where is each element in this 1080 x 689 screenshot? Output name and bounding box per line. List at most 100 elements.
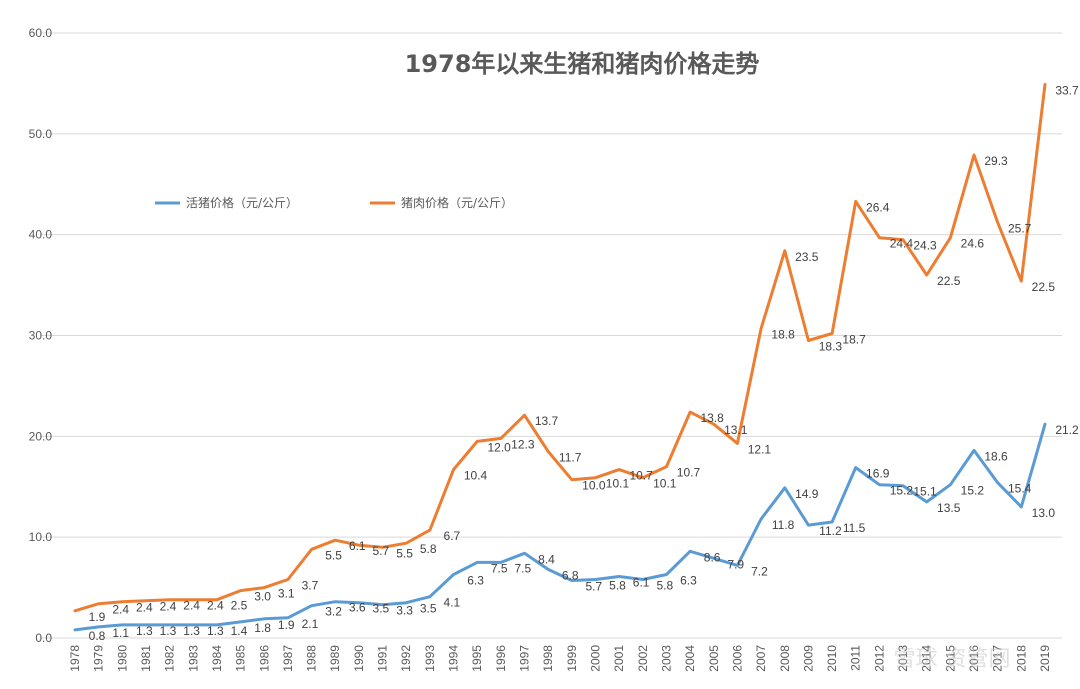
x-tick-label: 2009	[801, 645, 815, 672]
x-tick-label: 2000	[588, 645, 602, 672]
x-tick-label: 1995	[470, 645, 484, 672]
data-label-pork: 6.7	[444, 529, 461, 543]
data-label-pork: 6.1	[349, 539, 366, 553]
data-label-live-pig: 1.3	[136, 624, 153, 638]
data-label-pork: 12.0	[488, 440, 512, 454]
series-line-pork	[73, 82, 1047, 613]
y-axis-ticks: 0.0 10.0 20.0 30.0 40.0 50.0 60.0	[29, 26, 53, 645]
x-tick-label: 1993	[423, 645, 437, 672]
data-label-pork: 10.1	[606, 477, 630, 491]
x-tick-label: 1997	[518, 645, 532, 672]
chart-title: 1978年以来生猪和猪肉价格走势	[405, 50, 760, 78]
x-tick-label: 2002	[636, 645, 650, 672]
data-label-pork: 5.5	[396, 546, 413, 560]
data-label-live-pig: 5.8	[609, 579, 626, 593]
data-label-pork: 3.0	[254, 590, 271, 604]
data-label-pork: 3.1	[278, 587, 295, 601]
x-tick-label: 1984	[210, 645, 224, 672]
x-tick-label: 1979	[92, 645, 106, 672]
series-lines	[73, 82, 1047, 632]
data-label-live-pig: 6.3	[680, 573, 697, 587]
data-label-pork: 24.4	[890, 237, 914, 251]
data-label-live-pig: 1.3	[160, 624, 177, 638]
data-labels: 0.8 1.1 1.3 1.3 1.3 1.3 1.4 1.8 1.9 2.1 3.2 3.6 3.5 3…	[89, 83, 1079, 643]
watermark: 雪球 资管网	[894, 647, 1011, 672]
data-label-live-pig: 7.9	[727, 557, 744, 571]
y-tick-label: 0.0	[35, 631, 52, 645]
data-label-pork: 1.9	[89, 610, 106, 624]
data-label-pork: 22.5	[1032, 280, 1056, 294]
x-tick-label: 1987	[281, 645, 295, 672]
x-tick-label: 1982	[163, 645, 177, 672]
x-tick-label: 2012	[872, 645, 886, 672]
data-label-live-pig: 1.3	[183, 624, 200, 638]
x-tick-label: 2014	[920, 645, 934, 672]
data-label-live-pig: 4.1	[444, 596, 461, 610]
data-label-live-pig: 15.4	[1008, 482, 1032, 496]
data-label-live-pig: 3.2	[325, 605, 342, 619]
x-tick-label: 1985	[234, 645, 248, 672]
x-tick-label: 1980	[115, 645, 129, 672]
legend: 活猪价格（元/公斤） 猪肉价格（元/公斤）	[155, 195, 513, 210]
data-label-pork: 2.4	[183, 599, 200, 613]
data-label-pork: 13.7	[535, 414, 559, 428]
x-tick-label: 2008	[778, 645, 792, 672]
data-label-pork: 2.4	[136, 601, 153, 615]
data-label-pork: 10.7	[629, 469, 653, 483]
data-label-live-pig: 1.9	[278, 618, 295, 632]
data-label-live-pig: 3.6	[349, 601, 366, 615]
x-axis-ticks: 1978 1979 1980 1981 1982 1983 1984 1985 1986 1987…	[68, 645, 1052, 672]
x-tick-label: 2004	[683, 645, 697, 672]
data-label-live-pig: 13.5	[937, 501, 961, 515]
x-tick-label: 2016	[967, 645, 981, 672]
data-label-live-pig: 13.0	[1032, 506, 1056, 520]
x-tick-label: 2017	[991, 645, 1005, 672]
x-tick-label: 1992	[399, 645, 413, 672]
data-label-pork: 5.8	[420, 542, 437, 556]
x-tick-label: 1988	[305, 645, 319, 672]
data-label-pork: 23.5	[795, 250, 819, 264]
x-tick-label: 1991	[376, 645, 390, 672]
y-tick-label: 50.0	[29, 127, 53, 141]
data-label-pork: 10.4	[464, 469, 488, 483]
data-label-pork: 2.4	[160, 600, 177, 614]
data-label-pork: 10.7	[677, 466, 701, 480]
data-label-live-pig: 6.3	[467, 573, 484, 587]
data-label-live-pig: 5.7	[585, 580, 602, 594]
data-label-live-pig: 15.2	[961, 484, 985, 498]
data-label-pork: 22.5	[937, 274, 961, 288]
x-tick-label: 1996	[494, 645, 508, 672]
data-label-live-pig: 5.8	[656, 579, 673, 593]
x-tick-label: 2010	[825, 645, 839, 672]
data-label-pork: 12.1	[748, 442, 772, 456]
data-label-live-pig: 6.8	[562, 568, 579, 582]
data-label-pork: 5.5	[325, 548, 342, 562]
legend-label-pork: 猪肉价格（元/公斤）	[401, 195, 513, 210]
data-label-pork: 26.4	[866, 200, 890, 214]
data-label-pork: 2.5	[231, 599, 248, 613]
data-label-pork: 33.7	[1055, 83, 1079, 97]
x-tick-label: 1990	[352, 645, 366, 672]
data-label-live-pig: 3.3	[396, 604, 413, 618]
x-tick-label: 2001	[612, 645, 626, 672]
data-label-live-pig: 7.2	[751, 564, 768, 578]
legend-label-live-pig: 活猪价格（元/公斤）	[186, 195, 298, 210]
data-label-live-pig: 11.8	[772, 518, 795, 532]
x-tick-label: 2005	[707, 645, 721, 672]
data-label-live-pig: 11.5	[843, 521, 866, 535]
x-tick-label: 2013	[896, 645, 910, 672]
x-tick-label: 2019	[1038, 645, 1052, 672]
data-label-live-pig: 1.1	[112, 626, 129, 640]
data-label-live-pig: 8.6	[704, 550, 721, 564]
x-tick-label: 1994	[447, 645, 461, 672]
x-tick-label: 1989	[328, 645, 342, 672]
data-label-pork: 18.8	[771, 327, 795, 341]
data-label-pork: 24.3	[913, 239, 937, 253]
data-label-live-pig: 7.5	[515, 561, 532, 575]
x-tick-label: 2011	[849, 645, 863, 671]
data-label-pork: 3.7	[302, 579, 319, 593]
x-tick-label: 1981	[139, 645, 153, 672]
x-tick-label: 2015	[943, 645, 957, 672]
